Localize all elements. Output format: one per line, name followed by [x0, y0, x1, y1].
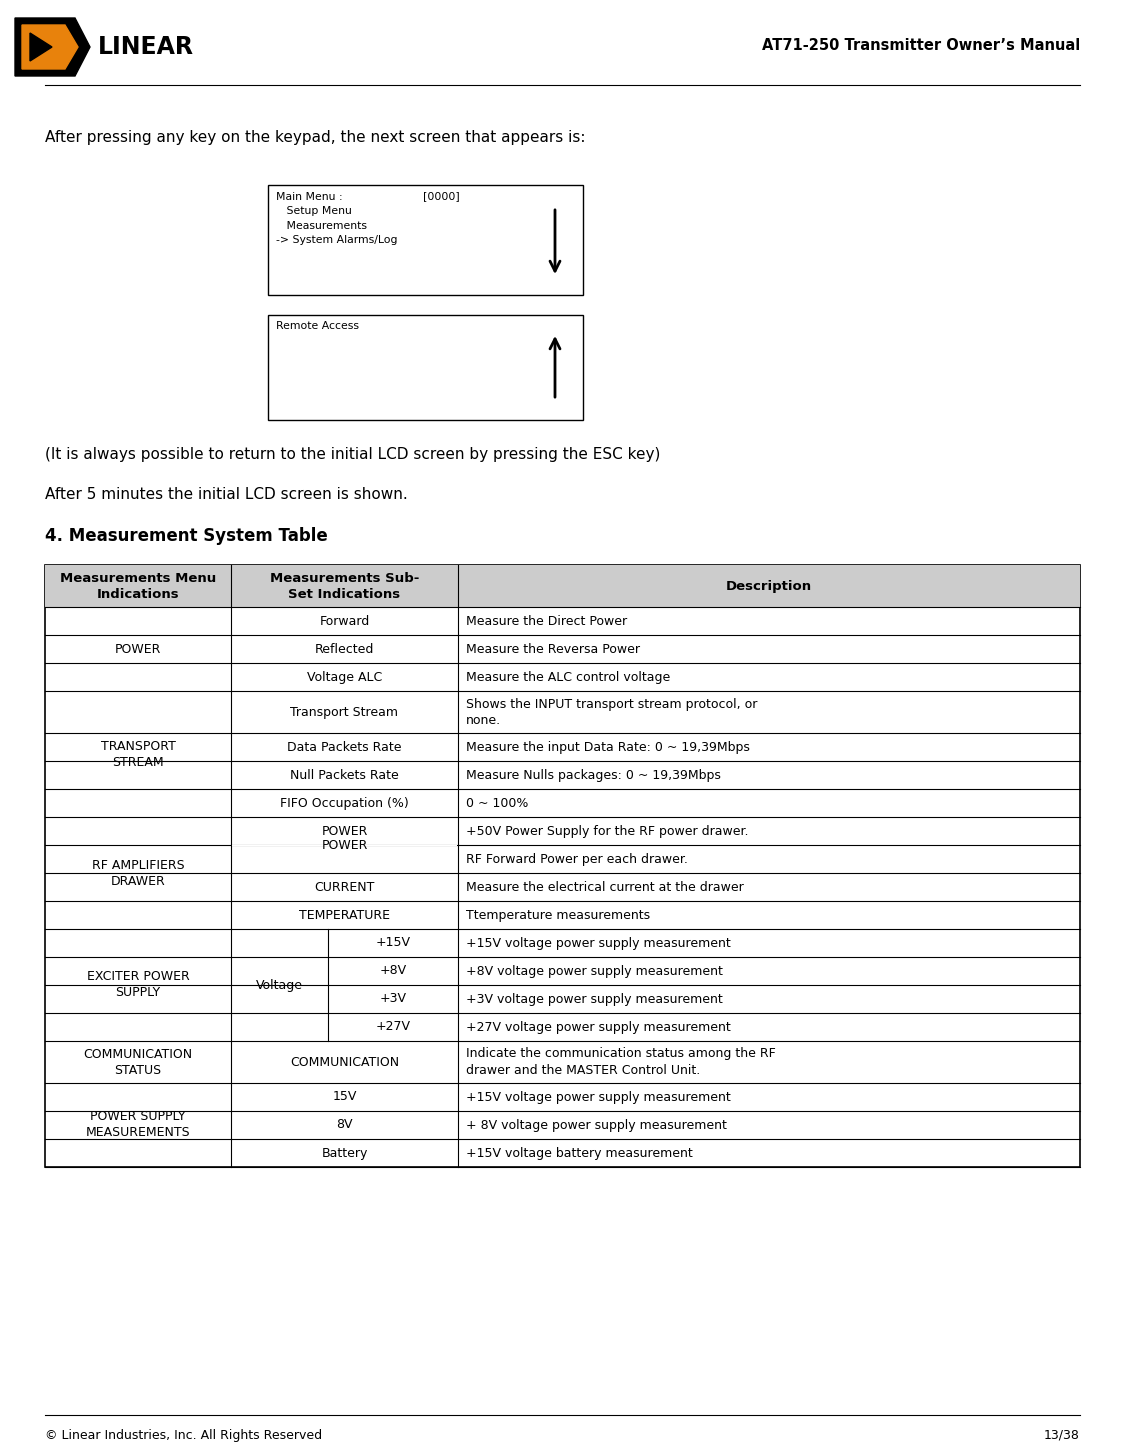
Text: +15V voltage power supply measurement: +15V voltage power supply measurement [466, 937, 731, 950]
Text: Remote Access: Remote Access [276, 320, 359, 331]
Text: + 8V voltage power supply measurement: + 8V voltage power supply measurement [466, 1118, 726, 1131]
Text: POWER: POWER [322, 838, 368, 851]
Text: +3V voltage power supply measurement: +3V voltage power supply measurement [466, 992, 723, 1005]
Bar [268, 186, 583, 294]
Text: 8V: 8V [336, 1118, 353, 1131]
Text: +15V voltage power supply measurement: +15V voltage power supply measurement [466, 1090, 731, 1103]
Text: Voltage: Voltage [256, 979, 303, 992]
Text: Reflected: Reflected [315, 642, 374, 655]
Text: © Linear Industries, Inc. All Rights Reserved: © Linear Industries, Inc. All Rights Res… [45, 1428, 322, 1441]
Polygon shape [30, 33, 52, 61]
Text: After 5 minutes the initial LCD screen is shown.: After 5 minutes the initial LCD screen i… [45, 487, 408, 502]
Text: Measure Nulls packages: 0 ~ 19,39Mbps: Measure Nulls packages: 0 ~ 19,39Mbps [466, 768, 721, 782]
Bar [268, 315, 583, 420]
Text: POWER SUPPLY
MEASUREMENTS: POWER SUPPLY MEASUREMENTS [85, 1111, 191, 1140]
Text: POWER: POWER [114, 642, 161, 655]
Text: CURRENT: CURRENT [314, 880, 374, 893]
Text: After pressing any key on the keypad, the next screen that appears is:: After pressing any key on the keypad, th… [45, 130, 585, 145]
Text: +15V voltage battery measurement: +15V voltage battery measurement [466, 1147, 693, 1160]
Polygon shape [15, 17, 90, 75]
Text: RF Forward Power per each drawer.: RF Forward Power per each drawer. [466, 853, 688, 866]
Text: Indicate the communication status among the RF
drawer and the MASTER Control Uni: Indicate the communication status among … [466, 1047, 776, 1076]
Text: 13/38: 13/38 [1044, 1428, 1080, 1441]
Text: COMMUNICATION
STATUS: COMMUNICATION STATUS [83, 1047, 193, 1076]
Text: Transport Stream: Transport Stream [290, 706, 398, 719]
Text: Measure the Reversa Power: Measure the Reversa Power [466, 642, 640, 655]
Text: RF AMPLIFIERS
DRAWER: RF AMPLIFIERS DRAWER [92, 858, 184, 887]
Text: +15V: +15V [376, 937, 410, 950]
Text: 15V: 15V [332, 1090, 356, 1103]
Text: Measure the ALC control voltage: Measure the ALC control voltage [466, 670, 670, 683]
Text: AT71-250 Transmitter Owner’s Manual: AT71-250 Transmitter Owner’s Manual [762, 38, 1080, 52]
Text: +8V voltage power supply measurement: +8V voltage power supply measurement [466, 964, 723, 977]
Text: Description: Description [726, 580, 812, 593]
Text: Data Packets Rate: Data Packets Rate [287, 741, 401, 754]
Text: LINEAR: LINEAR [98, 35, 194, 59]
Text: POWER: POWER [322, 825, 368, 838]
Text: +3V: +3V [380, 992, 407, 1005]
Text: 4. Measurement System Table: 4. Measurement System Table [45, 526, 327, 545]
Text: Measure the electrical current at the drawer: Measure the electrical current at the dr… [466, 880, 743, 893]
Text: Ttemperature measurements: Ttemperature measurements [466, 909, 650, 922]
Text: Main Menu :                       [0000]
   Setup Menu
   Measurements
-> System: Main Menu : [0000] Setup Menu Measuremen… [276, 191, 460, 245]
Bar [45, 566, 1080, 608]
Text: (It is always possible to return to the initial LCD screen by pressing the ESC k: (It is always possible to return to the … [45, 447, 660, 463]
Text: Forward: Forward [319, 615, 370, 628]
Text: +27V: +27V [376, 1021, 410, 1034]
Text: EXCITER POWER
SUPPLY: EXCITER POWER SUPPLY [86, 970, 189, 999]
Text: COMMUNICATION: COMMUNICATION [290, 1056, 399, 1069]
Text: Null Packets Rate: Null Packets Rate [290, 768, 399, 782]
Text: Measurements Sub-
Set Indications: Measurements Sub- Set Indications [270, 571, 419, 600]
Text: Measurements Menu
Indications: Measurements Menu Indications [59, 571, 216, 600]
Text: +27V voltage power supply measurement: +27V voltage power supply measurement [466, 1021, 731, 1034]
Text: Measure the input Data Rate: 0 ~ 19,39Mbps: Measure the input Data Rate: 0 ~ 19,39Mb… [466, 741, 750, 754]
Text: Shows the INPUT transport stream protocol, or
none.: Shows the INPUT transport stream protoco… [466, 697, 758, 726]
Text: Battery: Battery [322, 1147, 368, 1160]
Polygon shape [22, 25, 78, 70]
Bar [45, 566, 1080, 1167]
Text: Voltage ALC: Voltage ALC [307, 670, 382, 683]
Text: +8V: +8V [379, 964, 407, 977]
Text: FIFO Occupation (%): FIFO Occupation (%) [280, 796, 409, 809]
Text: TEMPERATURE: TEMPERATURE [299, 909, 390, 922]
Text: TRANSPORT
STREAM: TRANSPORT STREAM [101, 740, 176, 768]
Text: Measure the Direct Power: Measure the Direct Power [466, 615, 627, 628]
Text: 0 ~ 100%: 0 ~ 100% [466, 796, 528, 809]
Text: +50V Power Supply for the RF power drawer.: +50V Power Supply for the RF power drawe… [466, 825, 749, 838]
